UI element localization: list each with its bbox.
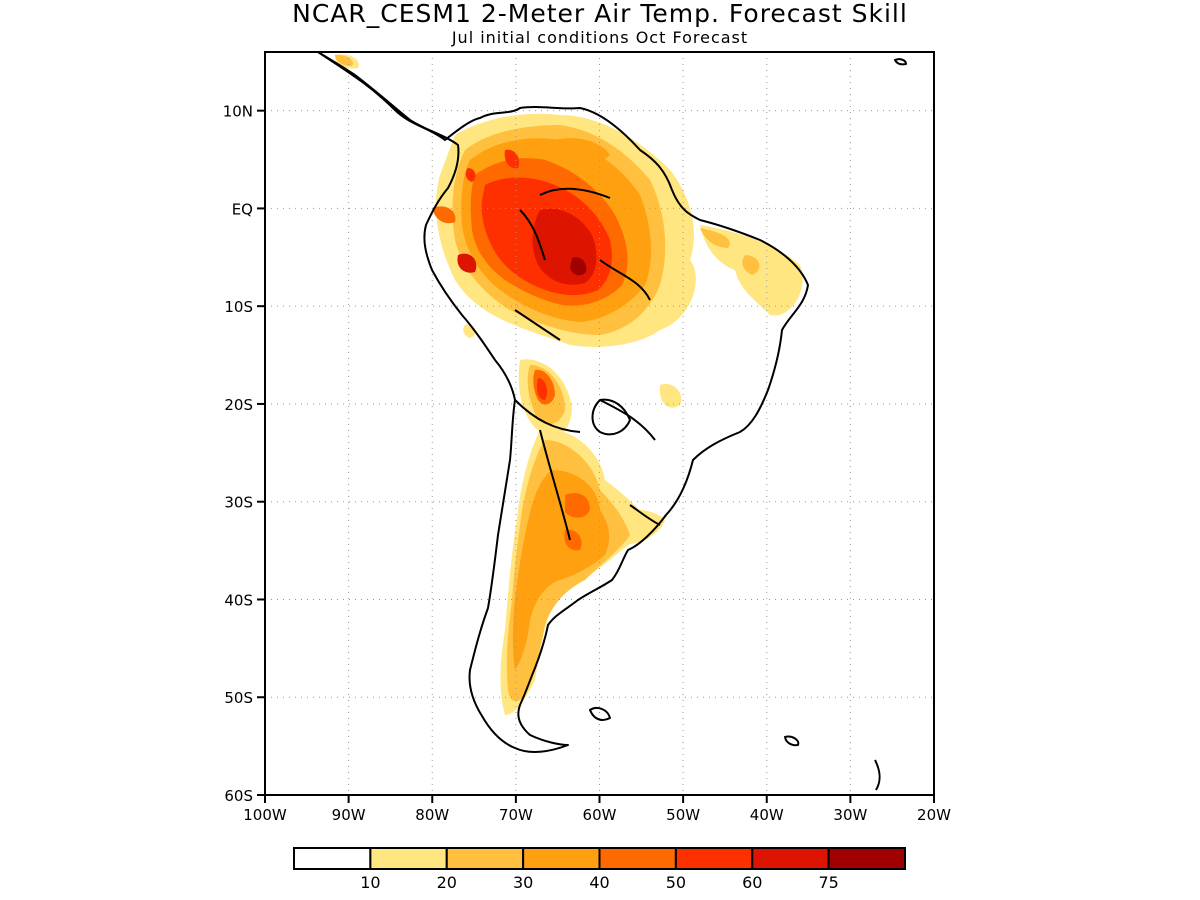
lon-tick-label: 40W (750, 806, 784, 824)
colorbar-label: 75 (818, 873, 838, 892)
colorbar-swatch (827, 847, 906, 870)
colorbar-swatch (751, 847, 830, 870)
lon-tick-label: 20W (917, 806, 951, 824)
colorbar-swatch (369, 847, 448, 870)
colorbar-label: 30 (513, 873, 533, 892)
skill-shading (335, 54, 803, 715)
lat-tick-label: 50S (224, 689, 253, 707)
lon-tick-label: 50W (666, 806, 700, 824)
coastline-outline (317, 52, 907, 791)
lat-tick-label: 60S (224, 787, 253, 805)
colorbar-swatch (445, 847, 525, 870)
longitude-labels: 100W 90W 80W 70W 60W 50W 40W 30W 20W (243, 806, 951, 824)
lat-tick-label: EQ (232, 200, 253, 218)
lon-tick-label: 70W (499, 806, 533, 824)
lat-tick-label: 20S (224, 396, 253, 414)
colorbar-swatch (293, 847, 372, 870)
map-title: NCAR_CESM1 2-Meter Air Temp. Forecast Sk… (292, 0, 908, 28)
lat-tick-label: 10S (224, 298, 253, 316)
colorbar-label: 50 (666, 873, 686, 892)
lon-tick-label: 60W (583, 806, 617, 824)
lon-tick-label: 90W (332, 806, 366, 824)
colorbar-label: 20 (437, 873, 457, 892)
colorbar-label: 60 (742, 873, 762, 892)
lon-tick-label: 100W (243, 806, 287, 824)
lat-tick-label: 30S (224, 494, 253, 512)
colorbar: 10 20 30 40 50 60 75 (293, 847, 906, 892)
lat-tick-label: 40S (224, 591, 253, 609)
lon-tick-label: 30W (833, 806, 867, 824)
lon-tick-label: 80W (415, 806, 449, 824)
colorbar-label: 40 (589, 873, 609, 892)
lat-tick-label: 10N (223, 103, 253, 121)
map-subtitle: Jul initial conditions Oct Forecast (451, 28, 749, 47)
colorbar-swatch (522, 847, 601, 870)
colorbar-swatch (598, 847, 677, 870)
colorbar-label: 10 (360, 873, 380, 892)
axis-ticks (257, 109, 935, 803)
latitude-labels: 10N EQ 10S 20S 30S 40S 50S 60S (223, 103, 253, 805)
colorbar-swatch (674, 847, 754, 870)
